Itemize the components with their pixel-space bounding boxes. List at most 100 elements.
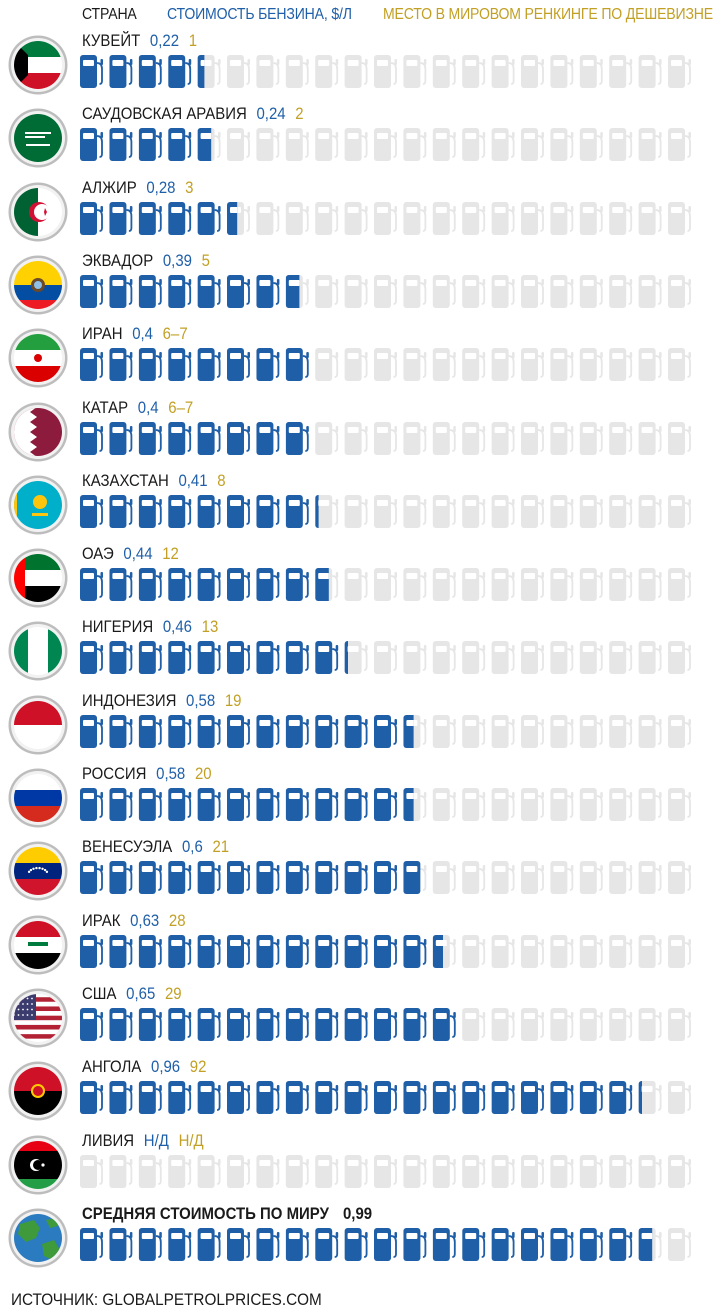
pump-icon: [550, 348, 574, 382]
rank-label: 13: [201, 617, 219, 637]
pump-icon: [227, 568, 250, 602]
row-label: ЛИВИЯ Н/Д Н/Д: [82, 1131, 204, 1151]
pump-icon: [227, 714, 250, 748]
pump-icon: [432, 421, 456, 455]
pump-icon: [374, 714, 397, 748]
pump-icon: [668, 714, 691, 748]
pump-icon: [609, 201, 633, 235]
pump-icon: [168, 128, 192, 162]
pump-icon: [462, 1081, 486, 1115]
country-name: РОССИЯ: [82, 764, 147, 783]
pump-icon: [109, 934, 133, 968]
pump-icon: [432, 568, 456, 602]
pump-bar: [80, 55, 691, 88]
pump-icon: [579, 934, 603, 968]
pump-icon: [197, 55, 221, 88]
pump-icon: [374, 1007, 397, 1041]
country-row: КАТАР 0,4 6–7: [0, 398, 720, 471]
pump-icon: [579, 714, 603, 748]
pump-icon: [550, 788, 574, 821]
pump-icon: [638, 1154, 662, 1188]
pump-icon: [432, 641, 456, 675]
row-label: ЭКВАДОР 0,39 5: [82, 251, 210, 271]
angola-flag-icon: [8, 1061, 68, 1121]
pump-icon: [197, 788, 221, 821]
pump-icon: [138, 568, 162, 602]
pump-icon: [168, 1081, 192, 1115]
pump-icon: [638, 934, 662, 968]
pump-icon: [285, 1081, 309, 1115]
country-name: США: [82, 983, 117, 1003]
pump-icon: [668, 934, 691, 968]
pump-icon: [256, 641, 280, 675]
pump-icon: [256, 568, 280, 602]
price-label: 0,58: [156, 764, 186, 783]
pump-icon: [609, 494, 633, 528]
pump-icon: [138, 1154, 162, 1188]
pump-icon: [432, 348, 456, 382]
pump-icon: [80, 861, 103, 895]
pump-icon: [285, 861, 309, 895]
pump-icon: [109, 1227, 133, 1261]
pump-icon: [579, 128, 603, 162]
price-label: 0,99: [342, 1203, 373, 1223]
pump-icon: [227, 1154, 250, 1188]
qatar-flag-icon: [8, 402, 68, 462]
indonesia-flag-icon: [8, 695, 68, 755]
pump-icon: [403, 201, 427, 235]
rank-label: 20: [194, 764, 212, 783]
saudi-flag-icon: [8, 108, 68, 168]
price-label: 0,41: [178, 470, 208, 490]
pump-icon: [550, 714, 574, 748]
pump-icon: [80, 1007, 103, 1041]
country-name: КАТАР: [82, 397, 129, 417]
pump-icon: [315, 1081, 339, 1115]
pump-icon: [668, 861, 691, 895]
pump-icon: [315, 568, 339, 602]
pump-icon: [168, 568, 192, 602]
pump-icon: [374, 1154, 397, 1188]
algeria-flag-icon: [8, 182, 68, 242]
pump-icon: [80, 641, 103, 675]
rank-label: 8: [217, 470, 226, 490]
pump-icon: [344, 934, 368, 968]
pump-icon: [109, 201, 133, 235]
pump-icon: [432, 55, 456, 88]
pump-icon: [579, 1154, 603, 1188]
pump-icon: [432, 1007, 456, 1041]
pump-icon: [285, 128, 309, 162]
pump-icon: [609, 128, 633, 162]
pump-icon: [256, 714, 280, 748]
pump-icon: [168, 348, 192, 382]
pump-icon: [462, 714, 486, 748]
pump-icon: [374, 1081, 397, 1115]
pump-icon: [462, 861, 486, 895]
pump-icon: [432, 1081, 456, 1115]
pump-icon: [638, 494, 662, 528]
pump-icon: [168, 55, 192, 88]
pump-icon: [609, 1007, 633, 1041]
row-label: НИГЕРИЯ 0,46 13: [82, 617, 218, 637]
pump-icon: [374, 494, 397, 528]
price-label: Н/Д: [143, 1130, 169, 1150]
pump-icon: [403, 861, 427, 895]
pump-icon: [109, 421, 133, 455]
pump-icon: [638, 714, 662, 748]
pump-icon: [285, 568, 309, 602]
pump-icon: [609, 641, 633, 675]
pump-icon: [550, 274, 574, 308]
pump-icon: [344, 421, 368, 455]
pump-icon: [374, 55, 397, 88]
price-label: 0,44: [123, 544, 153, 564]
pump-bar: [80, 934, 691, 968]
rank-label: 6–7: [168, 397, 194, 417]
price-label: 0,46: [162, 617, 192, 637]
pump-icon: [491, 348, 515, 382]
pump-icon: [668, 201, 691, 235]
country-name: ИНДОНЕЗИЯ: [82, 690, 177, 710]
pump-icon: [80, 788, 103, 821]
country-row: КУВЕЙТ 0,22 1: [0, 31, 720, 104]
pump-icon: [432, 201, 456, 235]
pump-icon: [227, 1227, 250, 1261]
pump-icon: [521, 55, 544, 88]
